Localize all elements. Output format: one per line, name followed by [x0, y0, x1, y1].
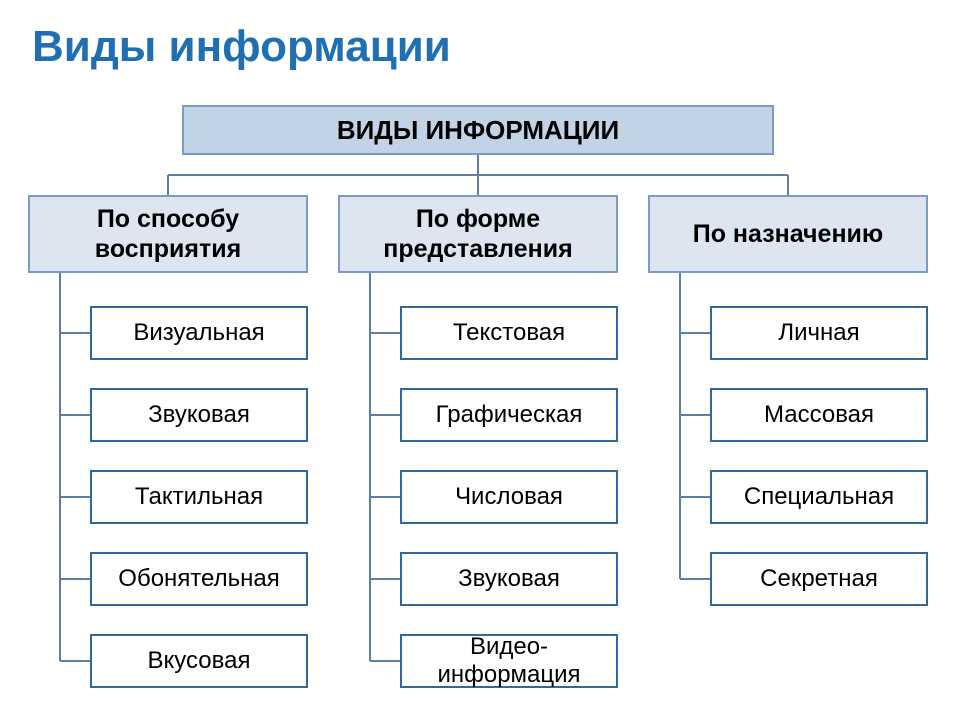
root-node: ВИДЫ ИНФОРМАЦИИ — [182, 105, 774, 155]
item-label: Специальная — [744, 483, 894, 511]
item-label: Визуальная — [133, 319, 264, 347]
category-node: По форме представления — [338, 195, 618, 273]
item-label: Числовая — [455, 483, 563, 511]
item-label: Личная — [778, 319, 859, 347]
page-title: Виды информации — [32, 22, 451, 72]
item-node: Текстовая — [400, 306, 618, 360]
item-node: Вкусовая — [90, 634, 308, 688]
item-node: Тактильная — [90, 470, 308, 524]
category-label: По способу восприятия — [38, 204, 298, 264]
item-label: Секретная — [760, 565, 878, 593]
item-node: Массовая — [710, 388, 928, 442]
item-node: Звуковая — [90, 388, 308, 442]
item-node: Звуковая — [400, 552, 618, 606]
item-node: Секретная — [710, 552, 928, 606]
item-label: Вкусовая — [148, 647, 251, 675]
item-label: Текстовая — [453, 319, 565, 347]
item-label: Звуковая — [458, 565, 560, 593]
item-label: Обонятельная — [118, 565, 279, 593]
item-label: Видео-информация — [408, 633, 610, 688]
category-node: По назначению — [648, 195, 928, 273]
item-label: Тактильная — [135, 483, 263, 511]
category-label: По назначению — [693, 219, 884, 249]
item-label: Звуковая — [148, 401, 250, 429]
item-node: Личная — [710, 306, 928, 360]
item-node: Графическая — [400, 388, 618, 442]
item-node: Видео-информация — [400, 634, 618, 688]
root-label: ВИДЫ ИНФОРМАЦИИ — [337, 115, 619, 146]
item-node: Визуальная — [90, 306, 308, 360]
item-node: Обонятельная — [90, 552, 308, 606]
item-label: Массовая — [764, 401, 874, 429]
item-node: Числовая — [400, 470, 618, 524]
category-label: По форме представления — [348, 204, 608, 264]
item-label: Графическая — [436, 401, 583, 429]
item-node: Специальная — [710, 470, 928, 524]
category-node: По способу восприятия — [28, 195, 308, 273]
